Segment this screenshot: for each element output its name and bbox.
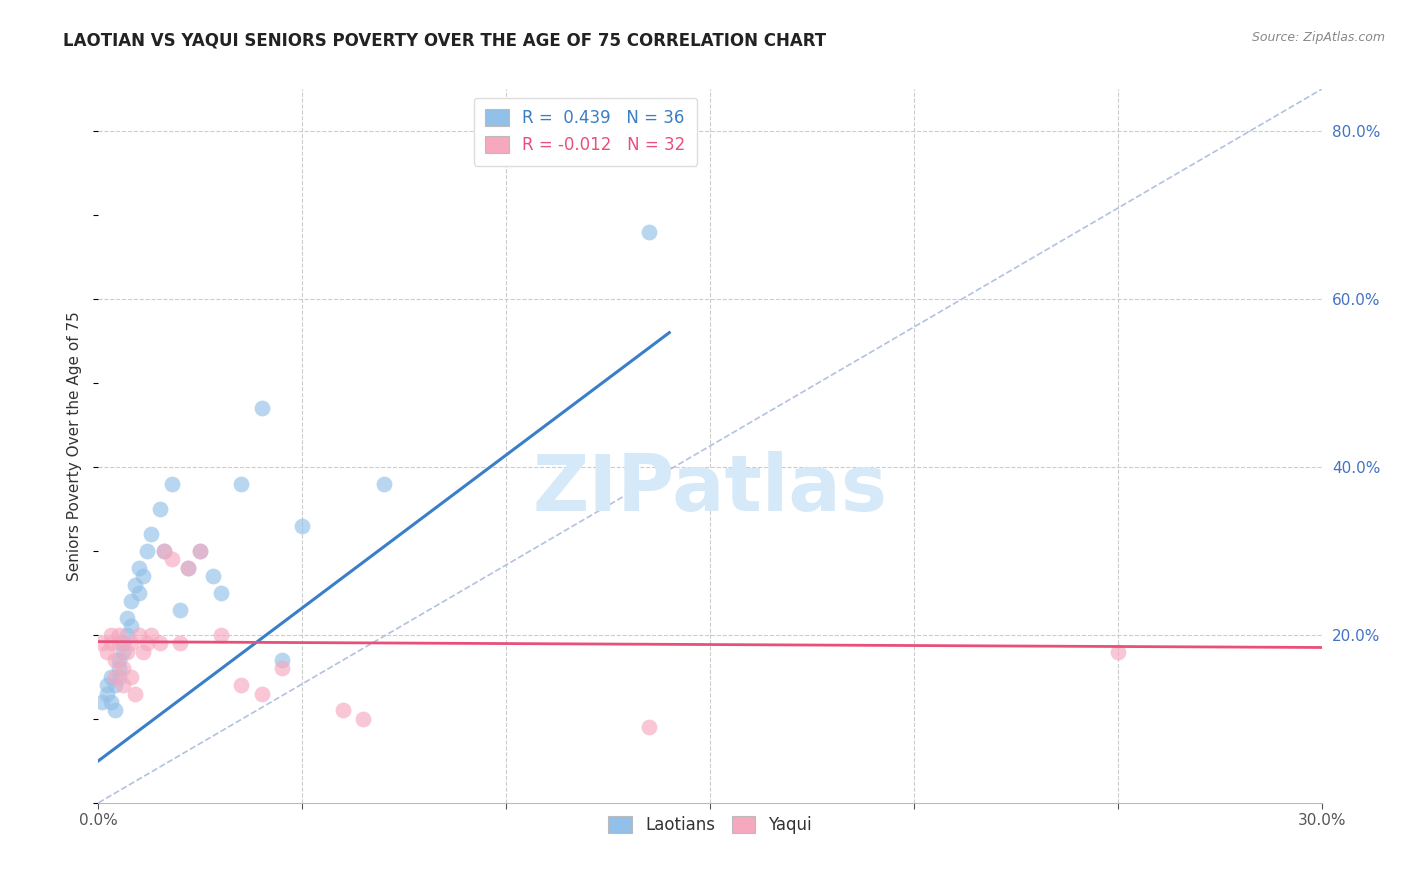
Point [637, 225, 661, 239]
Point [120, 636, 142, 650]
Point [120, 594, 142, 608]
Point [332, 703, 354, 717]
Point [115, 628, 138, 642]
Point [104, 670, 127, 684]
Point [160, 552, 183, 566]
Point [149, 636, 172, 650]
Point [291, 518, 314, 533]
Point [177, 560, 200, 574]
Point [136, 636, 159, 650]
Point [96, 678, 118, 692]
Point [169, 636, 191, 650]
Point [152, 544, 174, 558]
Point [104, 653, 127, 667]
Point [637, 720, 661, 734]
Point [132, 645, 155, 659]
Legend: Laotians, Yaqui: Laotians, Yaqui [598, 806, 823, 845]
Point [160, 476, 183, 491]
Text: LAOTIAN VS YAQUI SENIORS POVERTY OVER THE AGE OF 75 CORRELATION CHART: LAOTIAN VS YAQUI SENIORS POVERTY OVER TH… [63, 31, 827, 49]
Point [100, 670, 122, 684]
Point [115, 645, 138, 659]
Point [120, 619, 142, 633]
Point [124, 577, 146, 591]
Point [141, 527, 163, 541]
Point [188, 544, 212, 558]
Point [104, 703, 127, 717]
Point [96, 687, 118, 701]
Point [152, 544, 174, 558]
Point [128, 628, 150, 642]
Point [128, 586, 150, 600]
Point [124, 687, 146, 701]
Point [111, 678, 134, 692]
Point [270, 653, 294, 667]
Point [373, 476, 395, 491]
Point [104, 678, 127, 692]
Point [96, 645, 118, 659]
Point [108, 636, 131, 650]
Point [132, 569, 155, 583]
Point [141, 628, 163, 642]
Point [111, 636, 134, 650]
Point [91, 695, 114, 709]
Point [108, 670, 131, 684]
Point [100, 695, 122, 709]
Point [91, 636, 114, 650]
Point [231, 678, 253, 692]
Point [149, 502, 172, 516]
Y-axis label: Seniors Poverty Over the Age of 75: Seniors Poverty Over the Age of 75 [67, 311, 83, 581]
Point [169, 603, 191, 617]
Point [270, 661, 294, 675]
Point [108, 661, 131, 675]
Point [188, 544, 212, 558]
Point [209, 628, 232, 642]
Point [120, 670, 142, 684]
Point [100, 628, 122, 642]
Point [177, 560, 200, 574]
Point [111, 661, 134, 675]
Point [201, 569, 224, 583]
Point [111, 645, 134, 659]
Point [231, 476, 253, 491]
Point [136, 544, 159, 558]
Point [108, 653, 131, 667]
Point [209, 586, 232, 600]
Point [108, 628, 131, 642]
Point [250, 401, 273, 416]
Text: Source: ZipAtlas.com: Source: ZipAtlas.com [1251, 31, 1385, 45]
Point [1107, 645, 1129, 659]
Text: ZIPatlas: ZIPatlas [533, 450, 887, 527]
Point [100, 636, 122, 650]
Point [128, 560, 150, 574]
Point [352, 712, 374, 726]
Point [250, 687, 273, 701]
Point [115, 611, 138, 625]
